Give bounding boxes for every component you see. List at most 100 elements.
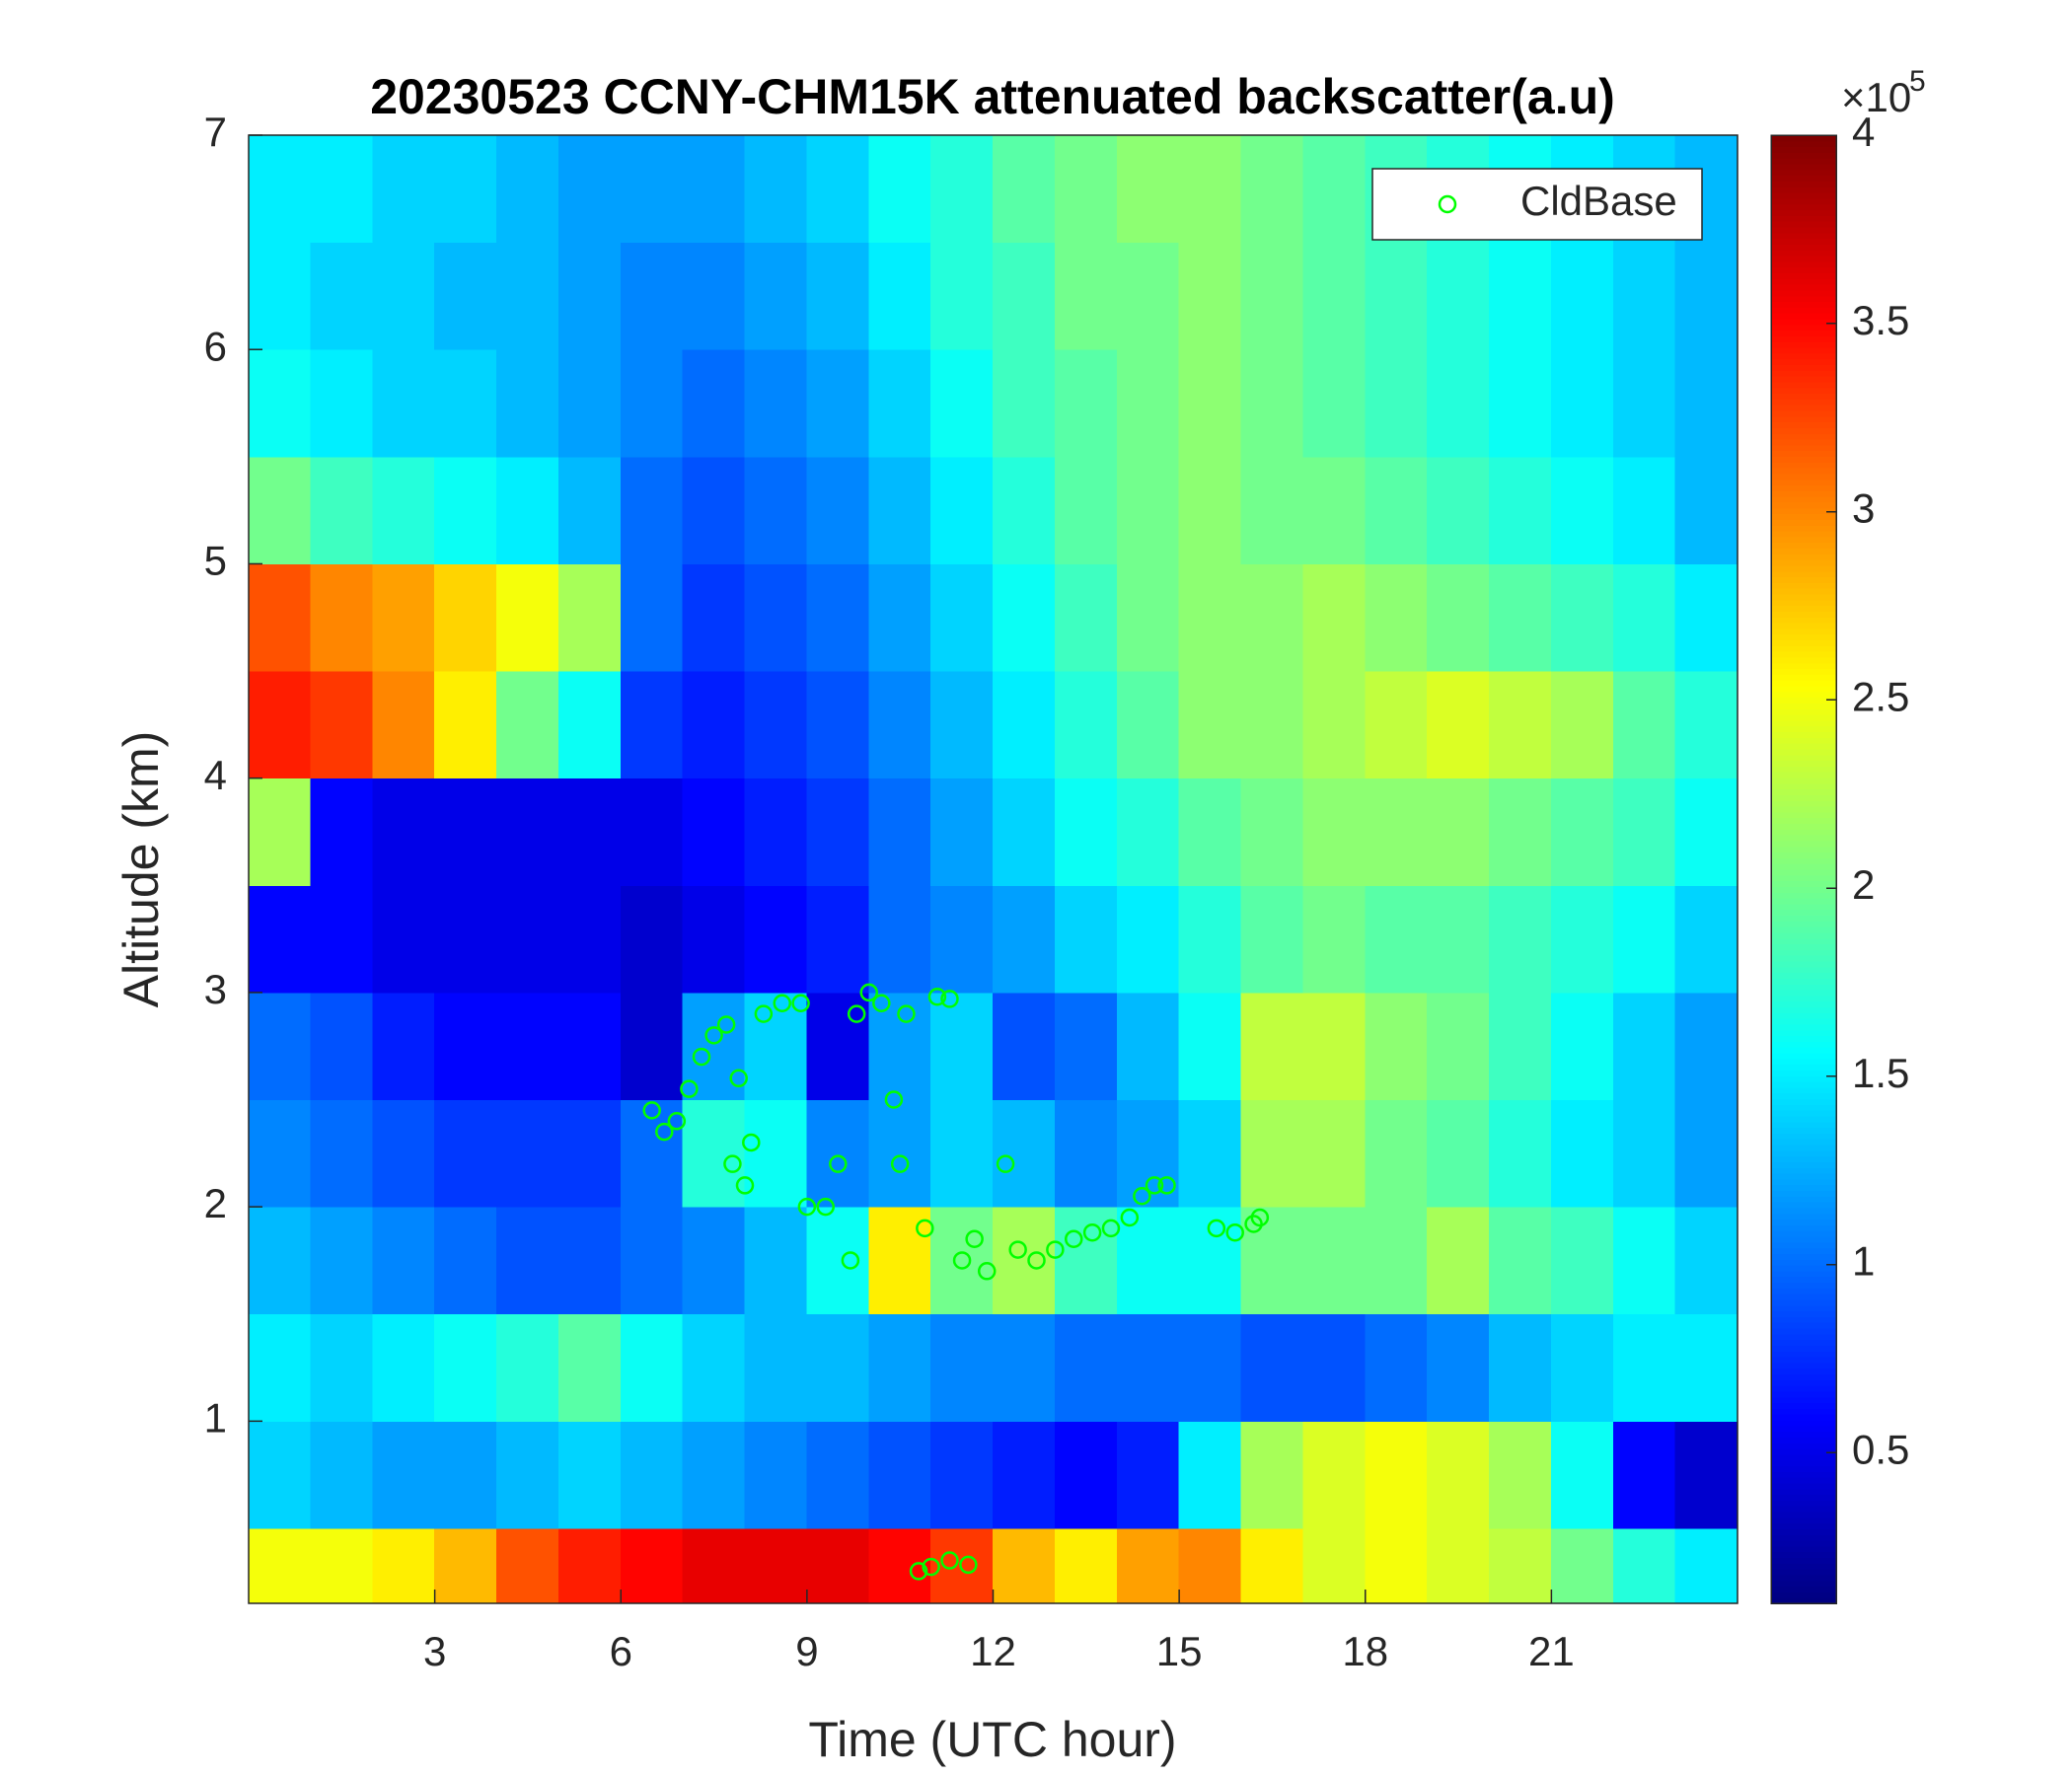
heatmap-cell	[1550, 1420, 1614, 1529]
colorbar-step	[1771, 1086, 1836, 1094]
heatmap-cell	[1054, 884, 1118, 994]
colorbar-step	[1771, 244, 1836, 251]
cloud-base-point	[754, 1004, 774, 1023]
colorbar-step	[1771, 1506, 1836, 1513]
colorbar-step	[1771, 548, 1836, 555]
colorbar-step	[1771, 554, 1836, 560]
colorbar-step	[1771, 668, 1836, 675]
colorbar-step	[1771, 1316, 1836, 1323]
heatmap-cell	[806, 1313, 870, 1422]
heatmap-cell	[310, 242, 374, 350]
heatmap-cell	[620, 242, 684, 350]
colorbar-step	[1771, 1064, 1836, 1071]
heatmap-cell	[1427, 1420, 1490, 1529]
x-tick-label: 6	[610, 1628, 632, 1674]
heatmap-cell	[930, 884, 994, 994]
colorbar-step	[1771, 1431, 1836, 1438]
heatmap-cell	[1178, 992, 1242, 1101]
heatmap-cell	[993, 777, 1056, 886]
heatmap-cell	[1302, 562, 1367, 672]
heatmap-cell	[310, 134, 374, 244]
colorbar-step	[1771, 1121, 1836, 1129]
colorbar-step	[1771, 1569, 1836, 1576]
colorbar-step	[1771, 433, 1836, 440]
heatmap-cell	[1116, 1527, 1180, 1604]
cloud-base-point	[773, 994, 791, 1013]
heatmap-cell	[434, 134, 497, 244]
heatmap-cell	[1489, 242, 1552, 350]
heatmap-cell	[744, 670, 808, 779]
colorbar-step	[1771, 197, 1836, 205]
colorbar-multiplier-exponent: 5	[1909, 65, 1926, 98]
heatmap-cell	[1240, 1099, 1304, 1208]
heatmap-cell	[1302, 1099, 1367, 1208]
heatmap-cell	[993, 1420, 1056, 1529]
heatmap-cell	[557, 456, 622, 564]
heatmap-cell	[434, 562, 497, 672]
heatmap-cell	[806, 456, 870, 564]
heatmap-cell	[868, 134, 932, 244]
heatmap-cell	[1550, 884, 1614, 994]
heatmap-cell	[1302, 884, 1367, 994]
heatmap-cell	[248, 1313, 312, 1422]
heatmap-cell	[868, 1420, 932, 1529]
colorbar-step	[1771, 1522, 1836, 1529]
colorbar-step	[1771, 811, 1836, 819]
heatmap-cell	[372, 992, 436, 1101]
heatmap-cell	[930, 456, 994, 564]
colorbar-step	[1771, 410, 1836, 417]
heatmap-cell	[372, 670, 436, 779]
colorbar-step	[1771, 358, 1836, 365]
colorbar-step	[1771, 1219, 1836, 1225]
heatmap-cell	[620, 884, 684, 994]
colorbar-step	[1771, 955, 1836, 962]
heatmap-cell	[372, 1420, 436, 1529]
colorbar-step	[1771, 1161, 1836, 1168]
colorbar-step	[1771, 1500, 1836, 1507]
heatmap-cell	[1427, 242, 1490, 350]
colorbar-step	[1771, 330, 1836, 336]
colorbar-step	[1771, 984, 1836, 991]
heatmap-cell	[496, 777, 559, 886]
colorbar-step	[1771, 1448, 1836, 1455]
heatmap-cell	[1612, 1527, 1676, 1604]
colorbar-step	[1771, 536, 1836, 544]
heatmap-cell	[806, 1527, 870, 1604]
colorbar-step	[1771, 278, 1836, 285]
heatmap-cell	[1427, 1527, 1490, 1604]
heatmap-cell	[557, 1313, 622, 1422]
heatmap-cell	[868, 670, 932, 779]
heatmap-cell	[310, 1420, 374, 1529]
colorbar-step	[1771, 835, 1836, 842]
heatmap-cell	[496, 1527, 559, 1604]
heatmap-cell	[1302, 1420, 1367, 1529]
heatmap-cell	[1427, 562, 1490, 672]
legend-marker	[1438, 194, 1457, 214]
heatmap-cell	[496, 992, 559, 1101]
heatmap-cell	[993, 670, 1056, 779]
heatmap-cell	[1612, 670, 1676, 779]
y-tick-label: 7	[204, 109, 227, 155]
heatmap-cell	[496, 1420, 559, 1529]
heatmap-cell	[434, 456, 497, 564]
heatmap-cell	[620, 777, 684, 886]
x-tick-label: 3	[423, 1628, 446, 1674]
heatmap-cell	[372, 1313, 436, 1422]
heatmap-cell	[372, 562, 436, 672]
heatmap-cell	[1550, 456, 1614, 564]
colorbar-step	[1771, 1173, 1836, 1180]
colorbar-step	[1771, 931, 1836, 939]
colorbar-step	[1771, 909, 1836, 916]
heatmap-cell	[993, 1527, 1056, 1604]
heatmap-cell	[620, 992, 684, 1101]
colorbar-step	[1771, 806, 1836, 813]
colorbar-tick-label: 3	[1852, 485, 1875, 532]
colorbar-step	[1771, 169, 1836, 177]
heatmap-cell	[1550, 242, 1614, 350]
heatmap-cell	[372, 777, 436, 886]
heatmap-cell	[1365, 777, 1429, 886]
heatmap-cell	[1302, 992, 1367, 1101]
colorbar-step	[1771, 1294, 1836, 1300]
colorbar-step	[1771, 215, 1836, 222]
heatmap-cell	[310, 348, 374, 458]
